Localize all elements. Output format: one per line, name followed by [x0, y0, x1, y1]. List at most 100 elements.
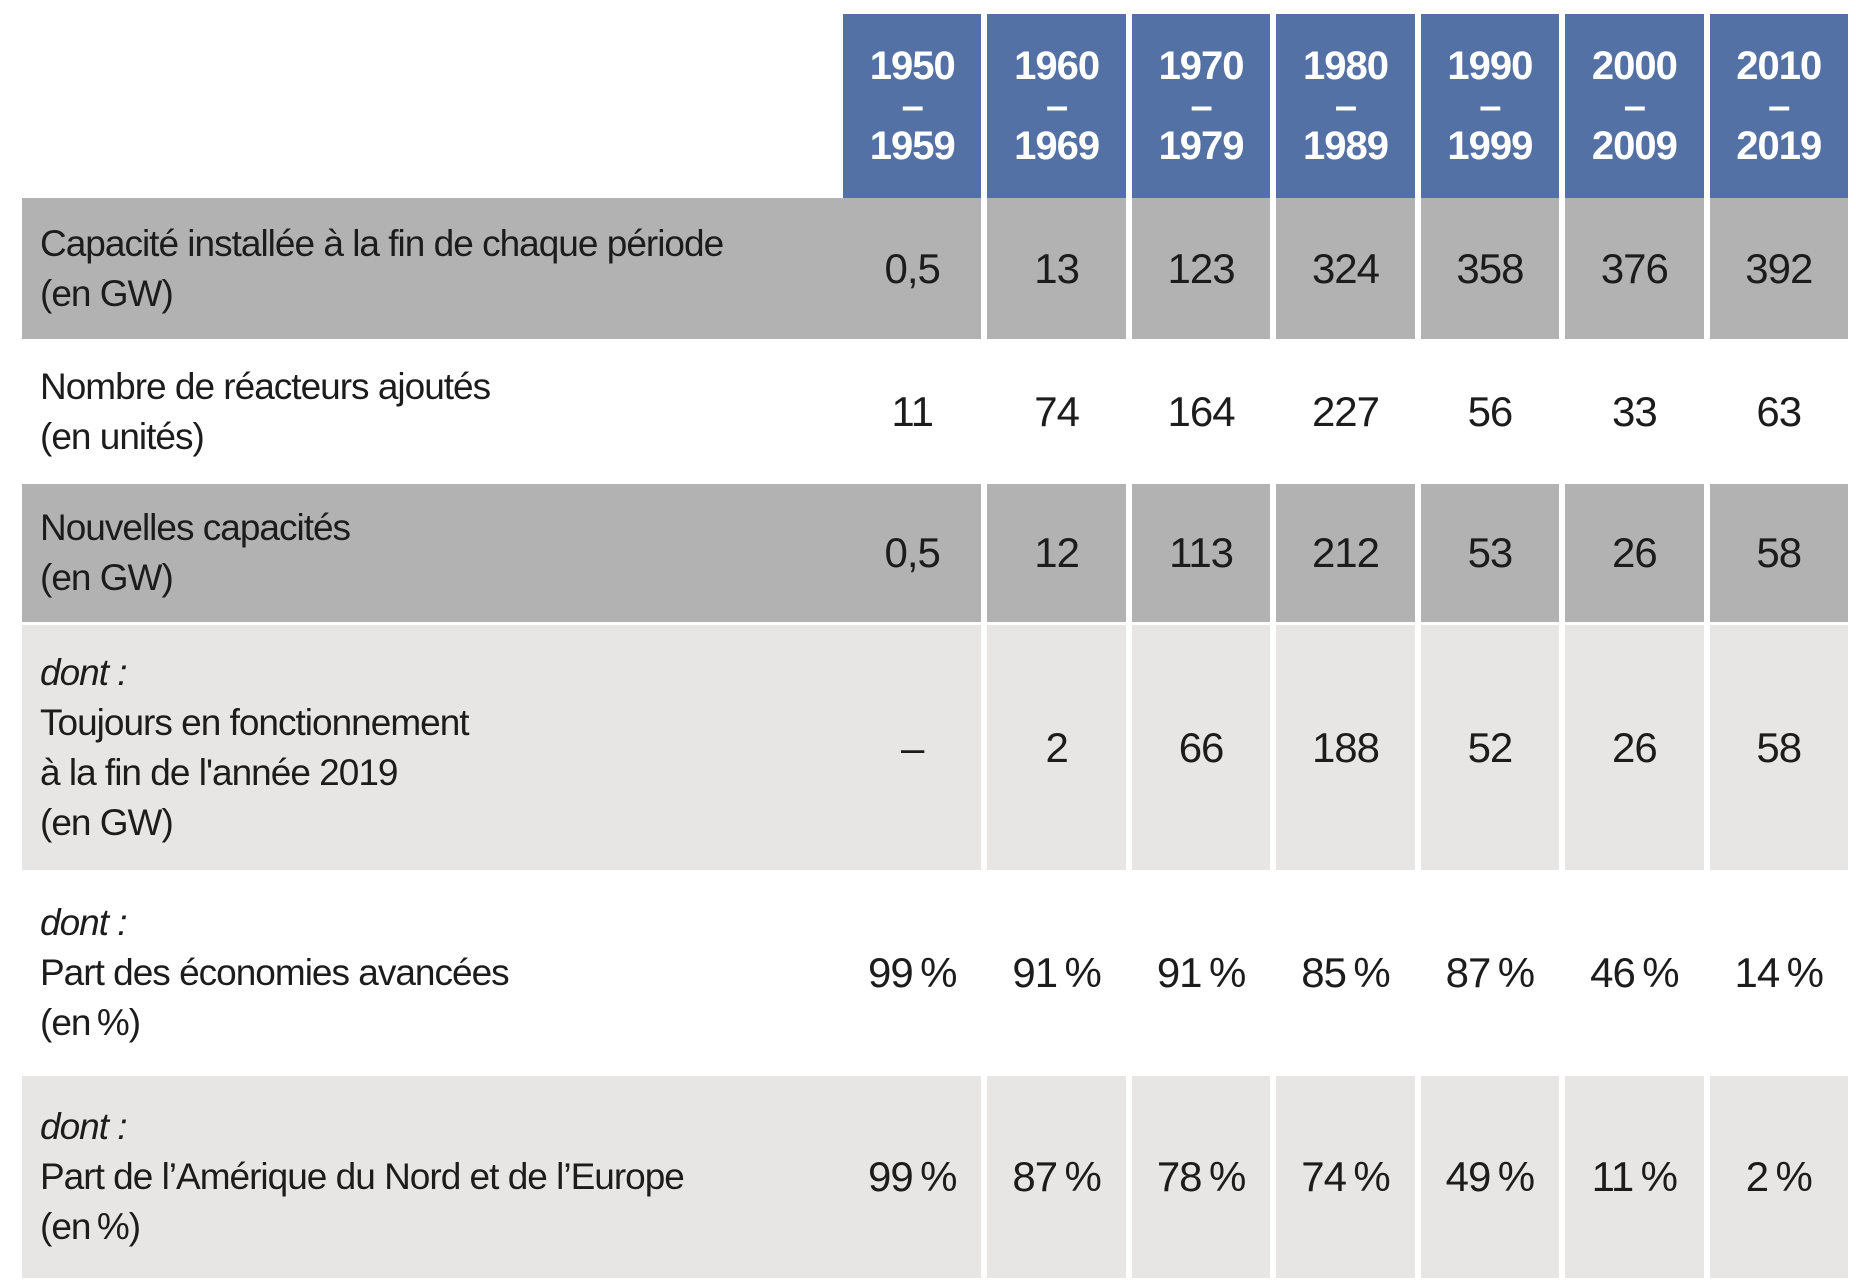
row-label: dont : Toujours en fonctionnement à la f…	[22, 625, 843, 870]
value-cell: 188	[1276, 625, 1415, 870]
column-header-2010-2019: 2010 – 2019	[1709, 14, 1848, 198]
period-start: 1990	[1447, 44, 1533, 88]
row-label: Capacité installée à la fin de chaque pé…	[22, 198, 843, 339]
value-cell: 324	[1276, 198, 1415, 339]
period-start: 2000	[1591, 44, 1678, 88]
value-cell: 358	[1420, 198, 1560, 339]
value-cell: 46 %	[1590, 949, 1679, 996]
value-cell: 56	[1467, 387, 1514, 435]
value-cell: 99 %	[843, 1076, 982, 1278]
row-label-line: Nouvelles capacités	[40, 507, 351, 548]
value-cell: 74	[1034, 387, 1080, 435]
value-cell: 14 %	[1734, 949, 1824, 996]
row-label-line: Toujours en fonctionnement	[40, 701, 470, 743]
value-cell: 87 %	[987, 1076, 1126, 1278]
row-label: Nombre de réacteurs ajoutés (en unités)	[22, 342, 843, 481]
value-cell: 0,5	[843, 198, 982, 339]
row-part-amerique-nord-europe: dont : Part de l’Amérique du Nord et de …	[22, 1076, 1848, 1278]
value-cell: 227	[1311, 387, 1380, 435]
period-end: 2019	[1736, 124, 1822, 168]
period-end: 1989	[1303, 124, 1389, 168]
value-cell: 85 %	[1301, 949, 1390, 996]
column-header-2000-2009: 2000 – 2009	[1565, 14, 1704, 198]
column-header-1950-1959: 1950 – 1959	[843, 14, 982, 198]
period-end: 1969	[1014, 124, 1100, 168]
period-separator: –	[1768, 84, 1790, 128]
value-cell: 33	[1611, 387, 1658, 435]
value-cell: 91 %	[1012, 949, 1101, 996]
value-cell: 52	[1420, 625, 1560, 870]
value-cell: 99 %	[867, 949, 957, 996]
value-cell: 11	[891, 387, 934, 435]
value-cell: 376	[1565, 198, 1704, 339]
period-start: 2010	[1736, 44, 1822, 88]
row-unit: (en GW)	[40, 557, 174, 598]
value-cell: 26	[1565, 484, 1704, 622]
value-cell: 123	[1131, 198, 1271, 339]
row-label-dont: dont :	[40, 902, 128, 943]
value-cell: 11 %	[1565, 1076, 1704, 1278]
row-unit: (en GW)	[40, 801, 174, 843]
row-part-economies-avancees: dont : Part des économies avancées (en %…	[22, 873, 1848, 1073]
row-label-line: Part de l’Amérique du Nord et de l’Europ…	[40, 1156, 685, 1197]
row-unit: (en %)	[40, 1002, 141, 1043]
value-cell: 212	[1276, 484, 1415, 622]
row-label: dont : Part de l’Amérique du Nord et de …	[22, 1076, 843, 1278]
period-start: 1960	[1014, 44, 1100, 88]
period-separator: –	[1190, 84, 1212, 128]
value-cell: –	[843, 625, 982, 870]
nuclear-capacity-table: 1950 – 1959 1960 – 1969 1970 – 1979 1980…	[22, 14, 1848, 1278]
value-cell: 12	[987, 484, 1126, 622]
value-cell: 113	[1131, 484, 1271, 622]
value-cell: 2	[987, 625, 1126, 870]
value-cell: 164	[1167, 387, 1236, 435]
row-unit: (en unités)	[40, 415, 205, 457]
column-header-1990-1999: 1990 – 1999	[1420, 14, 1560, 198]
row-nombre-reacteurs: Nombre de réacteurs ajoutés (en unités) …	[22, 342, 1848, 481]
value-cell: 66	[1131, 625, 1271, 870]
row-label-dont: dont :	[40, 651, 128, 693]
period-separator: –	[1046, 84, 1068, 128]
value-cell: 53	[1420, 484, 1560, 622]
column-header-1980-1989: 1980 – 1989	[1276, 14, 1415, 198]
row-unit: (en GW)	[40, 272, 174, 314]
period-separator: –	[901, 84, 924, 128]
row-capacite-installee: Capacité installée à la fin de chaque pé…	[22, 198, 1848, 339]
column-header-1970-1979: 1970 – 1979	[1131, 14, 1271, 198]
row-label: dont : Part des économies avancées (en %…	[22, 873, 843, 1073]
value-cell: 91 %	[1156, 949, 1246, 996]
value-cell: 63	[1756, 387, 1802, 435]
header-spacer-cell	[22, 14, 837, 198]
row-label: Nouvelles capacités (en GW)	[22, 484, 843, 622]
value-cell: 58	[1709, 484, 1848, 622]
value-cell: 78 %	[1131, 1076, 1271, 1278]
row-label-line: Nombre de réacteurs ajoutés	[40, 365, 491, 407]
row-label-line: à la fin de l'année 2019	[40, 751, 399, 793]
period-end: 2009	[1591, 124, 1678, 168]
row-nouvelles-capacites: Nouvelles capacités (en GW) 0,5 12 113 2…	[22, 484, 1848, 622]
period-start: 1980	[1303, 44, 1389, 88]
row-label-line: Part des économies avancées	[40, 952, 510, 993]
period-start: 1950	[869, 44, 956, 88]
value-cell: 26	[1565, 625, 1704, 870]
table-header-row: 1950 – 1959 1960 – 1969 1970 – 1979 1980…	[22, 14, 1848, 198]
value-cell: 392	[1709, 198, 1848, 339]
value-cell: 13	[987, 198, 1126, 339]
row-toujours-en-fonctionnement: dont : Toujours en fonctionnement à la f…	[22, 625, 1848, 870]
value-cell: 49 %	[1420, 1076, 1560, 1278]
period-separator: –	[1623, 84, 1646, 128]
row-unit: (en %)	[40, 1206, 141, 1247]
row-label-dont: dont :	[40, 1106, 128, 1147]
value-cell: 87 %	[1445, 949, 1535, 996]
period-separator: –	[1334, 84, 1357, 128]
column-header-1960-1969: 1960 – 1969	[987, 14, 1126, 198]
period-start: 1970	[1158, 44, 1245, 88]
period-separator: –	[1479, 84, 1501, 128]
row-label-line: Capacité installée à la fin de chaque pé…	[40, 222, 724, 264]
value-cell: 0,5	[843, 484, 982, 622]
value-cell: 74 %	[1276, 1076, 1415, 1278]
value-cell: 58	[1709, 625, 1848, 870]
value-cell: 2 %	[1709, 1076, 1848, 1278]
period-end: 1999	[1447, 124, 1533, 168]
period-end: 1979	[1158, 124, 1245, 168]
